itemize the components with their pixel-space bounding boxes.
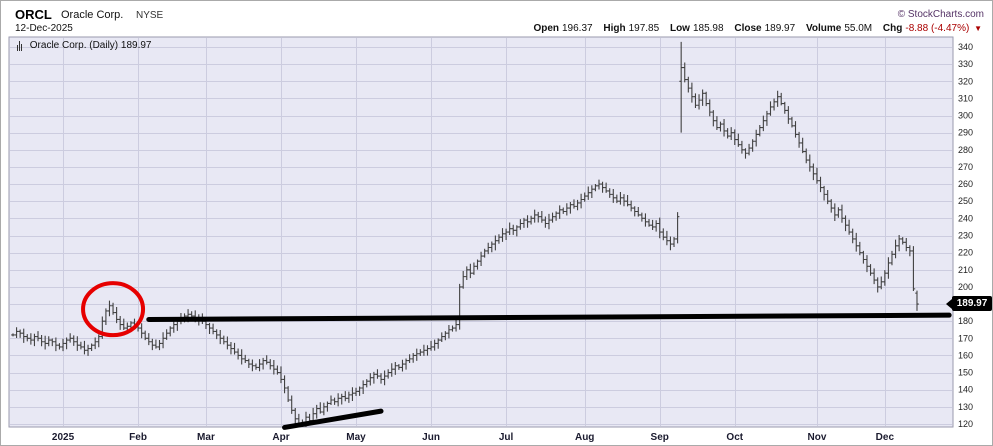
- svg-text:130: 130: [958, 402, 973, 412]
- chart-header: ORCL Oracle Corp. NYSE © StockCharts.com…: [1, 1, 992, 37]
- svg-text:Feb: Feb: [129, 432, 147, 443]
- svg-text:250: 250: [958, 196, 973, 206]
- svg-text:170: 170: [958, 333, 973, 343]
- x-axis-labels: 2025 Feb Mar Apr May Jun Jul Aug Sep Oct Nov Dec: [52, 432, 895, 443]
- chg-label: Chg: [882, 23, 903, 34]
- svg-text:Jul: Jul: [499, 432, 514, 443]
- low-label: Low: [669, 23, 690, 34]
- bar-chart-icon: [17, 40, 23, 51]
- svg-text:290: 290: [958, 128, 973, 138]
- chg-value: -8.88 (-4.47%): [905, 23, 970, 34]
- stockcharts-copyright: © StockCharts.com: [897, 9, 984, 20]
- resistance-trendline: [146, 312, 952, 322]
- ticker-symbol: ORCL: [15, 7, 52, 22]
- series-label: Oracle Corp. (Daily) 189.97: [17, 40, 152, 51]
- svg-text:Nov: Nov: [807, 432, 826, 443]
- volume-label: Volume: [805, 23, 842, 34]
- svg-text:May: May: [346, 432, 366, 443]
- svg-text:Oct: Oct: [726, 432, 743, 443]
- svg-text:180: 180: [958, 316, 973, 326]
- low-value: 185.98: [692, 23, 724, 34]
- high-value: 197.85: [628, 23, 660, 34]
- annotations: [81, 281, 952, 430]
- svg-text:280: 280: [958, 145, 973, 155]
- svg-text:310: 310: [958, 93, 973, 103]
- svg-text:150: 150: [958, 368, 973, 378]
- chart-date: 12-Dec-2025: [15, 23, 73, 34]
- svg-text:120: 120: [958, 419, 973, 429]
- chg-down-arrow-icon: ▼: [974, 24, 982, 33]
- svg-text:Apr: Apr: [272, 432, 289, 443]
- svg-text:320: 320: [958, 76, 973, 86]
- svg-text:240: 240: [958, 213, 973, 223]
- svg-text:210: 210: [958, 265, 973, 275]
- svg-text:220: 220: [958, 248, 973, 258]
- y-axis-labels: 1201301401501601701801902002102202302402…: [958, 42, 973, 429]
- grid-lines: [10, 38, 952, 426]
- minor-trendline: [282, 408, 384, 430]
- price-tag-pointer-icon: [946, 299, 952, 309]
- close-value: 189.97: [764, 23, 796, 34]
- series-label-text: Oracle Corp. (Daily) 189.97: [29, 40, 152, 51]
- quote-summary: Open 196.37 High 197.85 Low 185.98 Close 189…: [525, 23, 982, 34]
- plot-area: [8, 36, 954, 428]
- svg-text:140: 140: [958, 385, 973, 395]
- company-name: Oracle Corp.: [61, 9, 124, 21]
- svg-text:330: 330: [958, 59, 973, 69]
- svg-text:230: 230: [958, 231, 973, 241]
- last-price-tag: 189.97: [952, 296, 992, 311]
- exchange-name: NYSE: [136, 10, 164, 21]
- svg-text:340: 340: [958, 42, 973, 52]
- highlight-circle: [81, 281, 146, 338]
- svg-text:270: 270: [958, 162, 973, 172]
- svg-text:Aug: Aug: [575, 432, 594, 443]
- high-label: High: [603, 23, 626, 34]
- svg-text:Mar: Mar: [197, 432, 215, 443]
- svg-text:Jun: Jun: [422, 432, 440, 443]
- open-label: Open: [533, 23, 559, 34]
- svg-text:300: 300: [958, 111, 973, 121]
- volume-value: 55.0M: [844, 23, 873, 34]
- svg-text:200: 200: [958, 282, 973, 292]
- close-label: Close: [734, 23, 762, 34]
- svg-text:Dec: Dec: [876, 432, 895, 443]
- svg-text:2025: 2025: [52, 432, 75, 443]
- svg-text:Sep: Sep: [651, 432, 669, 443]
- svg-text:160: 160: [958, 350, 973, 360]
- ohlc-bars: [11, 41, 919, 427]
- svg-text:260: 260: [958, 179, 973, 189]
- open-value: 196.37: [562, 23, 593, 34]
